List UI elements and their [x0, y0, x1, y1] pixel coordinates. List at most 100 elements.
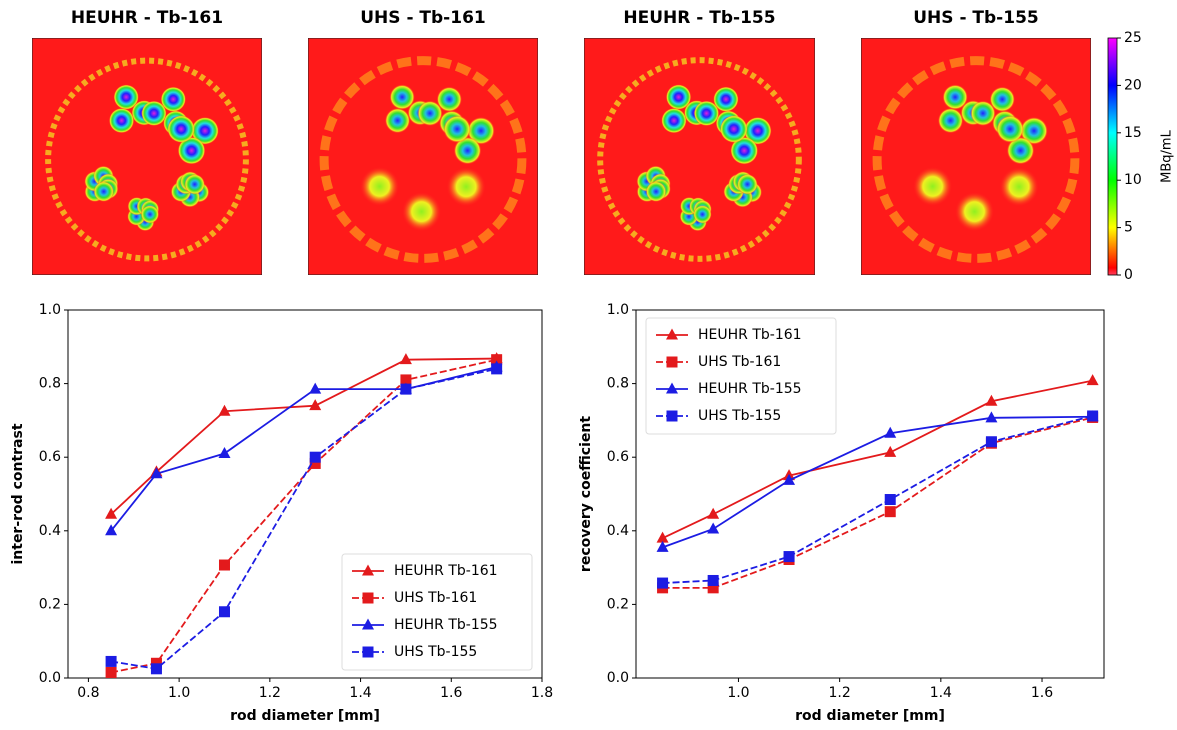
rod-blob — [954, 192, 995, 232]
legend-label: UHS Tb-161 — [394, 590, 477, 606]
marker — [150, 657, 162, 669]
marker — [399, 353, 412, 365]
rod-blob — [384, 107, 411, 134]
image-background — [32, 38, 262, 275]
marker — [1086, 374, 1099, 386]
legend-marker — [666, 410, 678, 422]
legend-marker — [362, 592, 374, 604]
marker — [657, 577, 669, 589]
legend-marker — [362, 564, 374, 576]
y-tick-label: 0.0 — [39, 670, 61, 686]
marker — [707, 522, 720, 534]
rod-blob — [436, 86, 462, 112]
series-line — [662, 379, 1093, 539]
legend-marker — [362, 618, 374, 630]
rod-blob — [1020, 117, 1048, 145]
legend-marker — [362, 646, 374, 658]
image-background — [861, 38, 1091, 275]
rod-blob — [743, 116, 772, 145]
x-tick-label: 1.0 — [168, 685, 190, 701]
rod-blob — [446, 167, 486, 207]
marker — [400, 383, 412, 395]
phantom-ring — [872, 56, 1080, 263]
marker — [105, 655, 117, 667]
rod-blob — [108, 107, 135, 134]
legend-label: HEUHR Tb-155 — [698, 381, 802, 397]
x-tick-label: 1.6 — [440, 685, 462, 701]
rod-blob — [693, 205, 712, 224]
marker — [656, 531, 669, 543]
marker — [707, 507, 720, 519]
marker — [783, 551, 795, 563]
x-tick-label: 0.8 — [77, 685, 99, 701]
y-tick-label: 0.4 — [607, 523, 629, 539]
rod-blob — [645, 181, 667, 202]
rod-blob — [140, 205, 160, 224]
image-content — [308, 38, 538, 275]
marker — [309, 382, 322, 394]
y-tick-label: 0.6 — [39, 449, 61, 465]
x-axis-label: rod diameter [mm] — [230, 708, 380, 724]
marker — [150, 467, 163, 479]
rod-blob — [177, 136, 206, 165]
series-line — [110, 357, 497, 515]
marker — [218, 404, 231, 416]
marker — [656, 540, 669, 552]
y-tick-label: 0.2 — [39, 596, 61, 612]
y-tick-label: 0.8 — [39, 376, 61, 392]
y-tick-label: 1.0 — [607, 302, 629, 318]
legend-label: UHS Tb-161 — [698, 354, 781, 370]
marker — [707, 582, 719, 594]
legend — [341, 553, 533, 671]
marker — [985, 411, 998, 423]
x-tick-label: 1.4 — [930, 685, 952, 701]
marker — [884, 445, 897, 457]
image-background — [584, 38, 815, 275]
x-tick-label: 1.4 — [349, 685, 371, 701]
image-title: HEUHR - Tb-161 — [71, 8, 223, 28]
y-tick-label: 0.6 — [607, 449, 629, 465]
rod-blob — [970, 100, 996, 126]
marker — [884, 506, 896, 518]
phantom-ring — [597, 57, 802, 262]
rod-blob — [467, 117, 495, 145]
y-axis-label: inter-rod contrast — [10, 423, 26, 564]
series-line — [662, 415, 1093, 584]
rod-blob — [93, 181, 115, 202]
rod-blob — [360, 166, 400, 206]
rod-blob — [989, 86, 1015, 112]
series-line — [662, 415, 1093, 549]
legend-label: UHS Tb-155 — [394, 644, 477, 660]
marker — [884, 494, 896, 506]
y-tick-label: 1.0 — [39, 302, 61, 318]
rod-blob — [913, 166, 953, 206]
image-background — [308, 38, 538, 275]
marker — [105, 524, 118, 536]
marker — [150, 663, 162, 675]
rod-blob — [113, 84, 139, 110]
rod-blob — [942, 84, 968, 110]
marker — [985, 436, 997, 448]
rod-blob — [937, 107, 964, 134]
x-tick-label: 1.0 — [727, 685, 749, 701]
rod-blob — [693, 100, 720, 127]
marker — [1087, 410, 1099, 422]
series-line — [110, 358, 497, 674]
colorbar — [1107, 37, 1118, 276]
image-title: UHS - Tb-155 — [913, 8, 1038, 28]
image — [861, 38, 1091, 275]
legend-label: HEUHR Tb-161 — [698, 327, 802, 343]
colorbar-tick-label: 25 — [1124, 30, 1142, 46]
image-title: UHS - Tb-161 — [360, 8, 485, 28]
marker — [105, 507, 118, 519]
phantom-ring — [319, 56, 527, 263]
marker — [491, 354, 503, 366]
image-content — [584, 38, 815, 275]
rod-blob — [184, 173, 206, 195]
rod-blob — [665, 84, 692, 110]
x-tick-label: 1.2 — [829, 685, 851, 701]
rod-blob — [719, 115, 748, 143]
series-line — [110, 368, 497, 670]
rod-blob — [713, 86, 739, 112]
